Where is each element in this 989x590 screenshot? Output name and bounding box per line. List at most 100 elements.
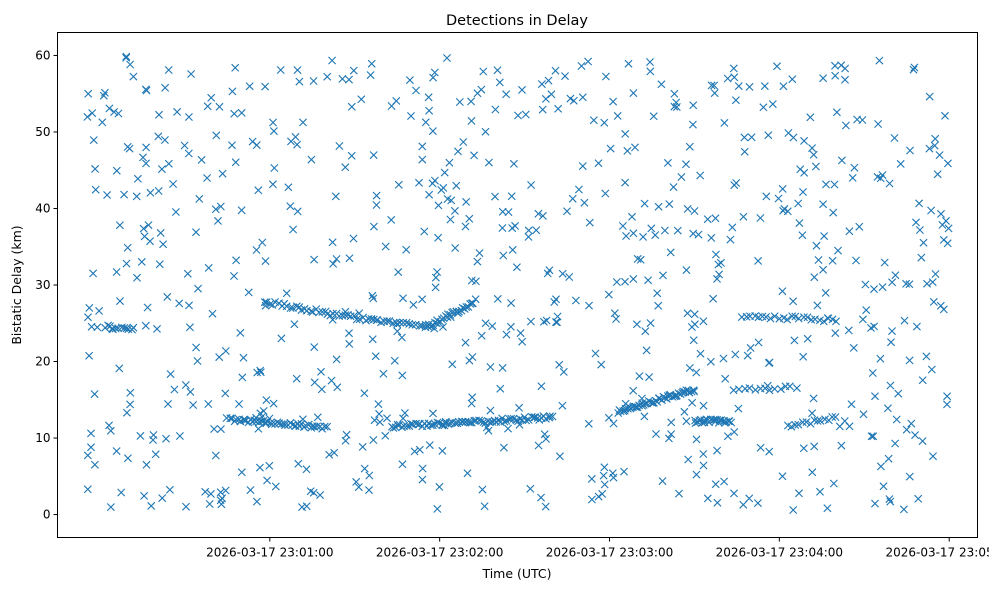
detection-point: [747, 133, 756, 142]
plot-frame: [57, 32, 978, 538]
detection-point: [208, 309, 217, 318]
detection-point: [162, 434, 170, 443]
detection-point: [601, 72, 610, 81]
detection-point: [114, 109, 123, 118]
detection-point: [268, 180, 277, 189]
detection-point: [941, 111, 949, 120]
detection-point: [578, 162, 587, 171]
detection-point: [624, 59, 633, 68]
detection-point: [669, 183, 678, 192]
detection-point: [493, 66, 502, 75]
detection-point: [491, 105, 500, 114]
detection-point: [122, 408, 131, 417]
detection-point: [514, 111, 522, 120]
detection-point: [631, 143, 639, 152]
detection-point: [345, 329, 353, 338]
detection-point: [175, 432, 184, 440]
detection-point: [690, 207, 699, 215]
detection-point: [730, 428, 739, 436]
detection-point: [122, 52, 131, 61]
detection-point: [878, 171, 887, 180]
detection-point: [666, 248, 675, 257]
detection-point: [430, 324, 439, 333]
detection-point: [383, 317, 392, 326]
detection-point: [204, 400, 213, 408]
detection-point: [216, 202, 225, 211]
detection-point: [317, 385, 326, 394]
y-tick-label: 10: [35, 431, 50, 445]
detection-point: [313, 413, 322, 422]
detection-point: [181, 381, 190, 389]
detection-point: [647, 224, 656, 233]
detection-point: [558, 401, 567, 410]
detection-point: [645, 373, 654, 382]
detection-point: [433, 504, 442, 513]
detection-point: [90, 390, 99, 399]
detection-point: [269, 127, 278, 136]
detection-point: [808, 144, 817, 153]
y-tick-label: 30: [35, 278, 50, 292]
detection-point: [142, 159, 150, 168]
detection-point: [261, 257, 270, 266]
detection-point: [711, 480, 720, 489]
detection-point: [399, 294, 407, 303]
detection-point: [911, 431, 920, 440]
detection-point: [706, 357, 715, 366]
detection-point: [646, 398, 655, 407]
detection-point: [709, 294, 718, 303]
detection-point: [488, 322, 497, 331]
detection-point: [810, 442, 819, 451]
detection-point: [526, 317, 535, 326]
detection-point: [890, 134, 899, 142]
detection-point: [871, 499, 879, 508]
detection-point: [157, 165, 166, 174]
detection-point: [779, 82, 788, 91]
detection-point: [352, 315, 361, 324]
detection-point: [236, 328, 245, 337]
detection-point: [565, 273, 574, 281]
detection-point: [221, 389, 230, 398]
detection-point: [345, 75, 353, 84]
detection-point: [788, 75, 797, 84]
detection-point: [309, 77, 318, 85]
detection-point: [551, 66, 560, 75]
detection-point: [906, 146, 914, 155]
detection-point: [307, 307, 316, 316]
detection-point: [566, 94, 575, 103]
detection-point: [122, 259, 131, 268]
detection-point: [302, 465, 311, 474]
detection-point: [604, 413, 613, 422]
detection-point: [123, 454, 132, 463]
detection-point: [585, 301, 593, 310]
detection-point: [778, 287, 787, 296]
detection-point: [685, 142, 694, 151]
detection-point: [855, 222, 864, 231]
detection-point: [428, 127, 437, 136]
detection-point: [878, 283, 887, 292]
detection-point: [402, 245, 411, 254]
detection-point: [791, 420, 800, 429]
detection-point: [349, 66, 358, 75]
detection-point: [151, 450, 160, 459]
detection-point: [431, 283, 440, 292]
detection-point: [789, 133, 798, 142]
detection-point: [373, 315, 382, 324]
detection-point: [764, 131, 773, 140]
detection-point: [794, 199, 803, 208]
detection-point: [832, 108, 841, 117]
detection-point: [430, 176, 439, 185]
detection-point: [306, 487, 315, 496]
detection-point: [270, 164, 279, 172]
detection-point: [683, 309, 692, 318]
detection-point: [254, 424, 263, 433]
detection-point: [398, 371, 407, 380]
detection-point: [623, 146, 632, 155]
detection-point: [446, 215, 455, 224]
detection-point: [608, 469, 617, 478]
detection-point: [886, 497, 895, 506]
detection-point: [783, 207, 792, 216]
detection-point: [369, 151, 378, 160]
detection-point: [368, 291, 377, 300]
detection-point: [443, 195, 452, 203]
detection-point: [589, 116, 598, 125]
